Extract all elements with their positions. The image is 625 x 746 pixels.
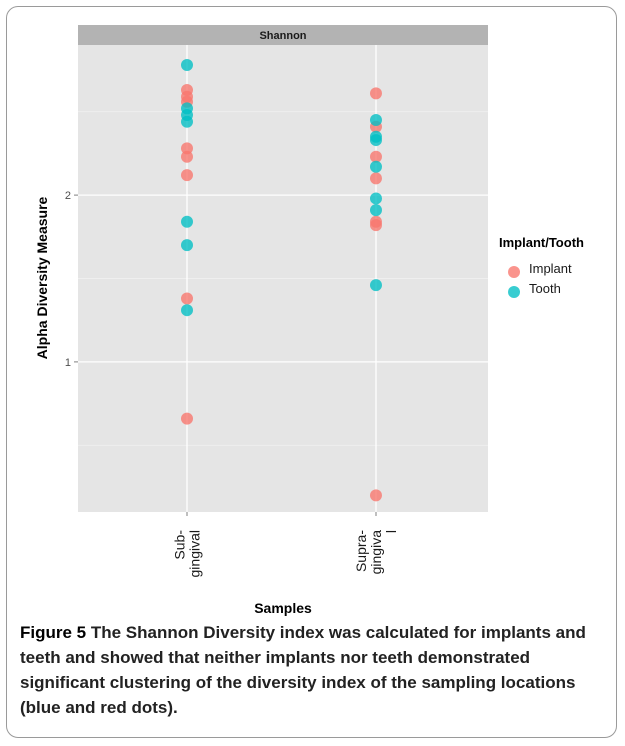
- data-point-tooth: [181, 115, 193, 128]
- data-point-implant: [370, 219, 382, 232]
- legend: Implant/Tooth Implant Tooth: [499, 235, 584, 298]
- x-tick-label-line: gingiva: [368, 530, 384, 575]
- legend-key-tooth: [508, 286, 520, 298]
- data-point-implant: [181, 292, 193, 305]
- data-point-implant: [370, 172, 382, 185]
- x-tick-label-line: l: [383, 530, 399, 533]
- y-tick-label: 1: [65, 357, 71, 369]
- data-point-implant: [370, 489, 382, 502]
- data-point-tooth: [181, 304, 193, 317]
- data-point-implant: [370, 150, 382, 163]
- data-point-tooth: [181, 239, 193, 252]
- x-tick-label-line: Supra-: [353, 530, 369, 572]
- x-tick-label-line: gingival: [187, 530, 203, 577]
- y-axis-ticks: 12: [65, 190, 78, 369]
- x-axis-title: Samples: [254, 600, 312, 616]
- legend-label: Tooth: [529, 281, 561, 296]
- data-point-implant: [370, 87, 382, 100]
- data-point-implant: [181, 169, 193, 182]
- data-point-implant: [181, 142, 193, 155]
- data-points: [181, 59, 382, 502]
- data-point-tooth: [181, 59, 193, 72]
- data-point-implant: [181, 412, 193, 425]
- x-tick-label-line: Sub-: [172, 530, 188, 560]
- facet-strip: [78, 25, 488, 45]
- figure-caption: Figure 5 The Shannon Diversity index was…: [20, 620, 605, 720]
- data-point-tooth: [370, 134, 382, 147]
- data-point-tooth: [370, 192, 382, 205]
- data-point-tooth: [370, 160, 382, 173]
- grid-lines: [78, 45, 488, 512]
- y-tick-label: 2: [65, 190, 71, 202]
- data-point-tooth: [370, 114, 382, 127]
- figure-label: Figure 5: [20, 623, 87, 642]
- x-tick-label: Sub-gingival: [172, 530, 203, 578]
- data-point-implant: [181, 150, 193, 163]
- caption-text: The Shannon Diversity index was calculat…: [20, 623, 586, 717]
- data-point-tooth: [370, 204, 382, 217]
- data-point-tooth: [181, 215, 193, 228]
- legend-title: Implant/Tooth: [499, 235, 584, 250]
- legend-label: Implant: [529, 261, 572, 276]
- legend-key-implant: [508, 266, 520, 278]
- x-axis-ticks: Sub-gingival Supra-gingiva l: [172, 512, 399, 578]
- y-axis-title: Alpha Diversity Measure: [34, 196, 50, 359]
- data-point-tooth: [370, 279, 382, 292]
- x-tick-label: Supra-gingiva l: [353, 530, 399, 575]
- facet-title: Shannon: [259, 30, 306, 42]
- shannon-scatter-chart: Shannon 12 Sub-gingival Supra-gingiva l Al…: [34, 25, 584, 616]
